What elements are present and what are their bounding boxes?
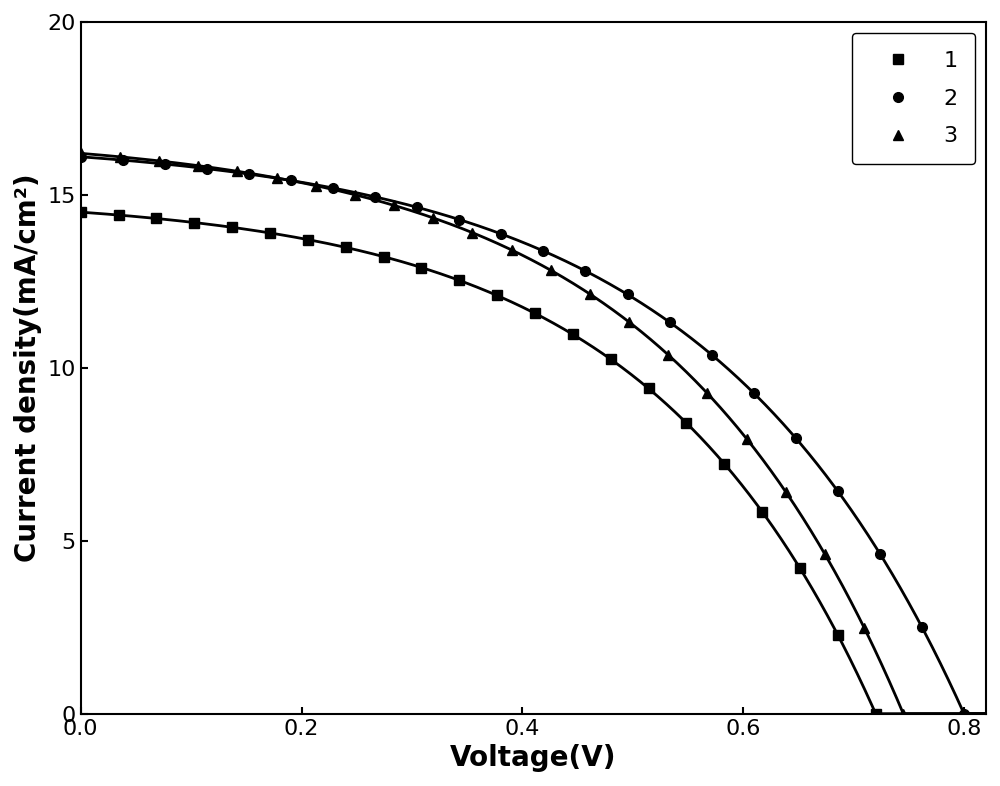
2	[579, 266, 591, 276]
2	[916, 623, 928, 632]
1	[302, 235, 314, 244]
Line: 3: 3	[76, 149, 908, 718]
1	[605, 354, 617, 364]
1	[643, 384, 655, 393]
3	[584, 289, 596, 299]
1	[529, 309, 541, 318]
2	[243, 169, 255, 178]
1	[491, 291, 503, 300]
3	[858, 623, 870, 633]
2	[537, 246, 549, 255]
2	[75, 152, 87, 161]
1	[113, 211, 125, 220]
2	[790, 433, 802, 443]
3	[114, 152, 126, 161]
Line: 1: 1	[76, 208, 881, 718]
2	[285, 176, 297, 185]
Y-axis label: Current density(mA/cm²): Current density(mA/cm²)	[14, 174, 42, 562]
2	[327, 183, 339, 193]
3	[153, 156, 165, 166]
1	[718, 459, 730, 468]
3	[231, 167, 243, 176]
X-axis label: Voltage(V): Voltage(V)	[450, 744, 617, 772]
2	[748, 388, 760, 398]
1	[567, 329, 579, 339]
2	[411, 203, 423, 212]
3	[506, 245, 518, 255]
2	[664, 318, 676, 327]
3	[545, 266, 557, 275]
2	[369, 192, 381, 201]
2	[958, 709, 970, 718]
2	[832, 487, 844, 496]
2	[201, 164, 213, 174]
3	[349, 190, 361, 200]
1	[378, 252, 390, 262]
2	[117, 156, 129, 165]
1	[794, 564, 806, 573]
3	[623, 318, 635, 327]
1	[453, 276, 465, 285]
2	[874, 549, 886, 558]
2	[495, 230, 507, 239]
2	[453, 215, 465, 224]
3	[662, 351, 674, 360]
Legend: 1, 2, 3: 1, 2, 3	[852, 33, 975, 164]
1	[75, 208, 87, 217]
3	[780, 487, 792, 497]
1	[756, 507, 768, 516]
1	[226, 222, 238, 232]
2	[159, 160, 171, 169]
3	[897, 709, 909, 718]
1	[150, 214, 162, 223]
3	[388, 200, 400, 210]
3	[701, 389, 713, 399]
1	[340, 243, 352, 252]
1	[188, 218, 200, 227]
3	[192, 161, 204, 171]
3	[741, 434, 753, 443]
1	[870, 709, 882, 718]
2	[622, 290, 634, 299]
3	[466, 228, 478, 237]
1	[832, 630, 844, 640]
2	[706, 350, 718, 359]
3	[819, 549, 831, 559]
1	[415, 263, 427, 272]
1	[264, 228, 276, 237]
3	[75, 149, 87, 158]
3	[271, 173, 283, 182]
3	[310, 181, 322, 190]
3	[427, 213, 439, 222]
1	[680, 418, 692, 428]
Line: 2: 2	[76, 152, 969, 718]
